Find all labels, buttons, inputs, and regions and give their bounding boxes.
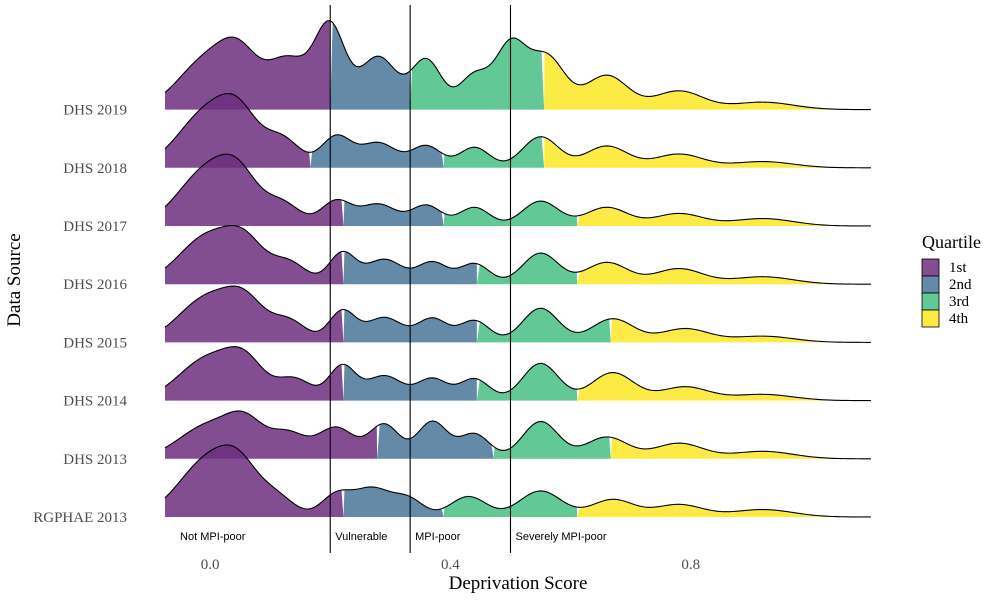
ridge-outline-dhs-2017 [164,153,872,227]
ridge-quartile-1-dhs-2018 [165,93,311,168]
ridge-quartile-3-dhs-2017 [443,201,578,226]
ridge-outline-dhs-2019 [164,20,872,111]
y-tick-label: RGPHAE 2013 [33,510,127,526]
ridge-quartile-2-dhs-2013 [377,420,494,459]
x-tick-label: 0.8 [681,557,700,573]
y-tick-label: DHS 2013 [63,452,127,468]
ridge-dhs-2019 [164,20,872,111]
legend-swatch [921,309,940,328]
y-axis-ticks: DHS 2019 DHS 2018 DHS 2017 DHS 2016 DHS 2015… [33,103,127,526]
ridge-quartile-4-dhs-2015 [610,318,871,343]
ridge-outline-dhs-2016 [164,224,872,285]
ridge-quartile-3-dhs-2016 [476,253,578,285]
ridge-quartile-1-dhs-2015 [165,286,344,343]
ridge-rgphae-2013 [164,444,872,518]
legend-swatch [921,275,940,294]
ridge-quartile-3-dhs-2014 [476,363,578,401]
ridge-outline-dhs-2014 [164,346,871,402]
ridge-quartile-1-dhs-2019 [165,20,331,110]
ridge-quartile-3-dhs-2018 [443,136,545,168]
ridge-quartile-1-dhs-2016 [165,225,344,285]
ridge-quartile-4-dhs-2014 [577,372,871,401]
ridge-quartile-4-dhs-2018 [544,137,871,168]
ridge-quartile-2-dhs-2019 [330,22,411,110]
threshold-label: Not MPI-poor [180,531,246,543]
threshold-label: Severely MPI-poor [515,531,606,543]
ridge-quartile-4-dhs-2013 [610,437,871,459]
threshold-label: Vulnerable [335,531,387,543]
ridge-quartile-4-dhs-2016 [577,262,871,285]
ridge-dhs-2014 [164,346,871,402]
ridge-outline-dhs-2015 [164,285,871,343]
legend-swatch [921,292,940,311]
ridge-quartile-3-dhs-2015 [476,308,611,343]
y-tick-label: DHS 2018 [63,161,127,177]
ridge-quartile-3-dhs-2013 [493,421,611,459]
legend-swatch [921,258,940,277]
x-axis-ticks: 0.0 0.4 0.8 [201,557,700,573]
ridge-quartile-1-dhs-2017 [165,154,344,226]
ridge-outline-dhs-2013 [164,410,872,460]
ridge-dhs-2016 [164,224,872,285]
legend-label: 1st [949,260,967,276]
ridge-dhs-2015 [164,285,871,343]
y-tick-label: DHS 2019 [63,103,127,119]
ridge-quartile-4-dhs-2019 [544,52,871,110]
ridge-outline-rgphae-2013 [164,444,872,518]
ridge-quartile-4-dhs-2017 [577,207,871,226]
ridge-quartile-2-dhs-2014 [343,364,477,401]
ridge-quartile-1-rgphae-2013 [165,444,344,517]
legend-label: 4th [949,311,969,327]
ridge-quartile-2-dhs-2016 [343,251,477,285]
x-axis-title: Deprivation Score [449,573,588,594]
y-tick-label: DHS 2014 [63,394,127,410]
legend-label: 2nd [949,277,972,293]
y-tick-label: DHS 2017 [63,219,127,235]
ridge-quartile-3-rgphae-2013 [443,490,578,517]
x-tick-label: 0.4 [441,557,460,573]
ridge-quartile-3-dhs-2019 [410,37,545,110]
y-tick-label: DHS 2015 [63,335,127,351]
ridge-outline-dhs-2018 [164,92,871,169]
ridge-dhs-2017 [164,153,872,227]
ridge-quartile-1-dhs-2013 [165,410,378,459]
y-axis-title: Data Source [4,233,25,326]
y-tick-label: DHS 2016 [63,277,127,293]
ridges [164,20,872,518]
legend-label: 3rd [949,294,969,310]
ridge-dhs-2018 [164,92,871,169]
ridge-quartile-2-dhs-2017 [343,200,444,226]
legend-title: Quartile [922,232,981,252]
ridge-quartile-4-rgphae-2013 [577,499,871,517]
ridge-quartile-2-rgphae-2013 [343,486,444,517]
ridge-dhs-2013 [164,410,872,460]
x-tick-label: 0.0 [201,557,220,573]
ridge-quartile-1-dhs-2014 [165,346,344,401]
threshold-lines: Not MPI-poor Vulnerable MPI-poor Severely M… [180,5,607,553]
threshold-label: MPI-poor [415,531,461,543]
